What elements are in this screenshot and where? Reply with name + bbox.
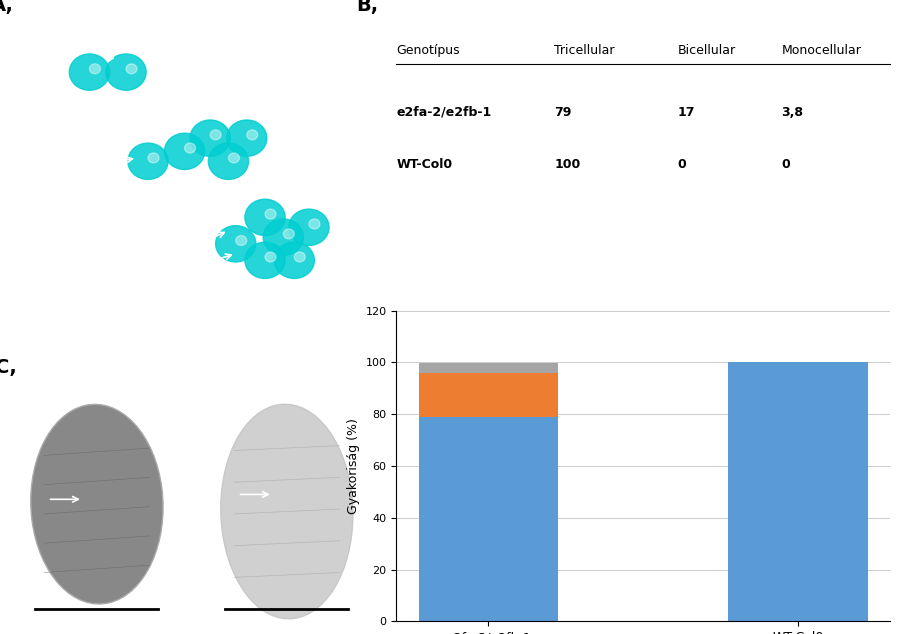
Circle shape — [128, 143, 168, 179]
Text: B,: B, — [357, 0, 378, 15]
Text: 0: 0 — [781, 158, 790, 171]
Circle shape — [265, 252, 276, 262]
Bar — [728, 362, 868, 621]
Text: e2fa-2/e2fb-1: e2fa-2/e2fb-1 — [18, 389, 75, 399]
Circle shape — [236, 236, 246, 245]
Circle shape — [69, 54, 110, 90]
Circle shape — [309, 219, 320, 229]
Circle shape — [227, 120, 267, 157]
Circle shape — [274, 242, 315, 278]
Text: WT-Col0: WT-Col0 — [396, 158, 452, 171]
Circle shape — [190, 120, 230, 157]
Text: Genotípus: Genotípus — [396, 44, 460, 57]
Circle shape — [245, 199, 285, 236]
Bar — [419, 373, 558, 417]
Circle shape — [289, 209, 329, 245]
Circle shape — [294, 252, 306, 262]
Y-axis label: Gyakoriság (%): Gyakoriság (%) — [347, 418, 360, 514]
Circle shape — [263, 219, 304, 256]
Circle shape — [216, 226, 256, 262]
Text: 50: 50 — [340, 308, 349, 314]
Ellipse shape — [221, 404, 353, 619]
Circle shape — [210, 130, 221, 139]
Circle shape — [265, 209, 276, 219]
Text: 3,8: 3,8 — [781, 106, 804, 119]
Circle shape — [283, 229, 294, 239]
Circle shape — [126, 64, 137, 74]
Text: Monocellular: Monocellular — [781, 44, 861, 57]
Text: e2fa-2/e2fb-1: e2fa-2/e2fb-1 — [396, 106, 492, 119]
Text: 79: 79 — [555, 106, 572, 119]
Circle shape — [148, 153, 159, 163]
Text: C,: C, — [0, 358, 17, 377]
Bar — [419, 417, 558, 621]
Text: 0: 0 — [258, 308, 263, 314]
Bar — [419, 363, 558, 373]
Text: 17: 17 — [678, 106, 695, 119]
Circle shape — [165, 133, 205, 169]
Ellipse shape — [31, 404, 163, 604]
Circle shape — [106, 54, 147, 90]
Text: μm: μm — [289, 308, 300, 314]
Circle shape — [90, 64, 101, 74]
Text: WT-Col0: WT-Col0 — [208, 389, 252, 399]
Circle shape — [228, 153, 239, 163]
Text: A,: A, — [0, 0, 13, 15]
Text: e2fa-2/e2fb-1: e2fa-2/e2fb-1 — [298, 36, 364, 46]
Circle shape — [246, 130, 258, 139]
Circle shape — [184, 143, 195, 153]
Circle shape — [209, 143, 248, 179]
Circle shape — [245, 242, 285, 278]
Text: 100: 100 — [555, 158, 581, 171]
Text: 0: 0 — [678, 158, 687, 171]
Text: Tricellular: Tricellular — [555, 44, 615, 57]
Text: Bicellular: Bicellular — [678, 44, 735, 57]
